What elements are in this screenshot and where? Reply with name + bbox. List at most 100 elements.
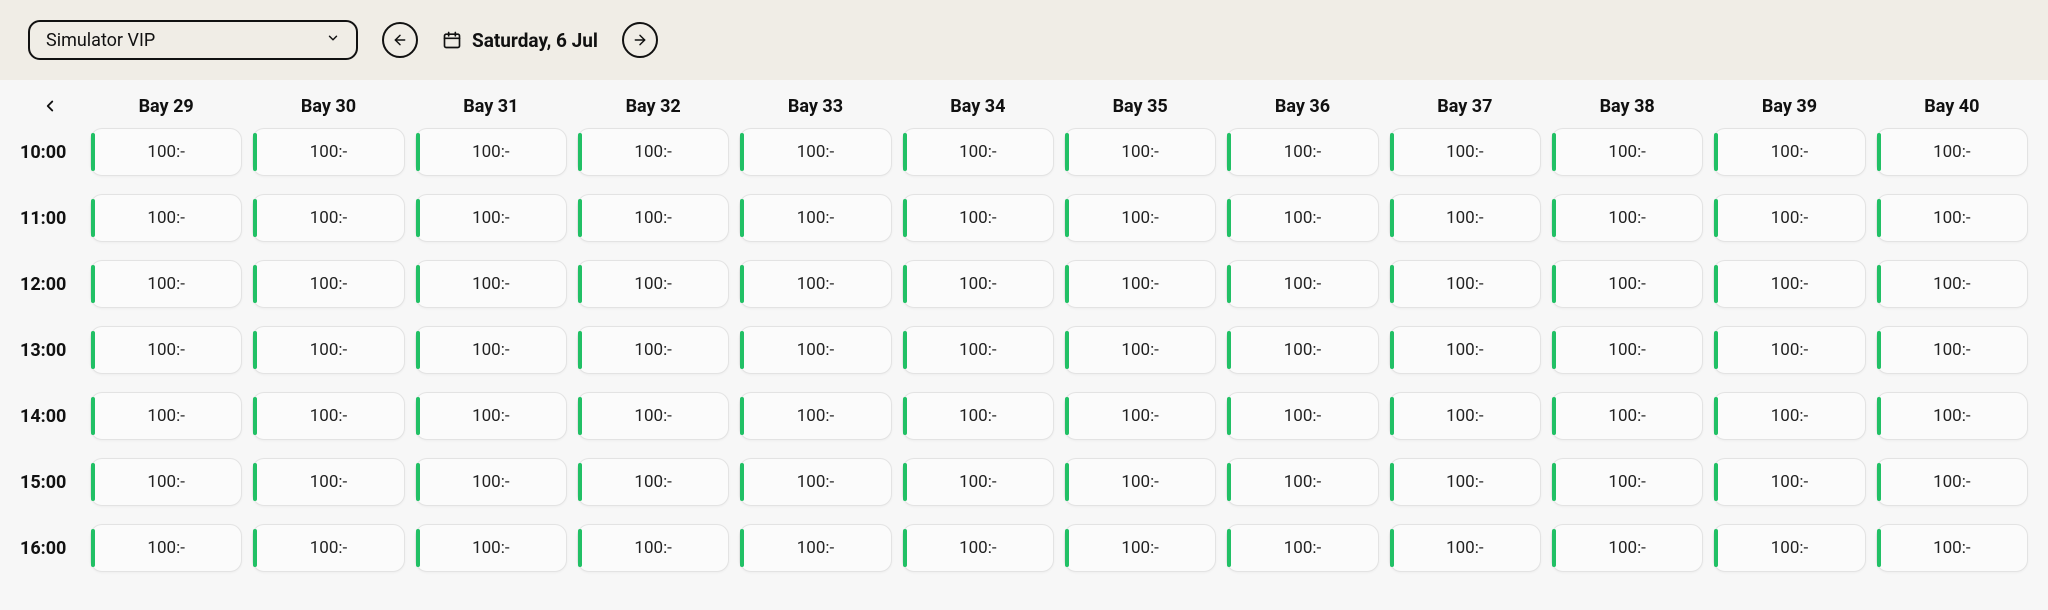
time-row: 15:00100:-100:-100:-100:-100:-100:-100:-… — [20, 458, 2028, 506]
booking-slot[interactable]: 100:- — [1064, 524, 1216, 572]
booking-slot[interactable]: 100:- — [1226, 260, 1378, 308]
booking-slot[interactable]: 100:- — [1876, 392, 2028, 440]
booking-slot[interactable]: 100:- — [577, 524, 729, 572]
booking-slot[interactable]: 100:- — [90, 458, 242, 506]
date-display[interactable]: Saturday, 6 Jul — [442, 29, 598, 52]
bay-column-header: Bay 30 — [252, 96, 404, 117]
booking-slot[interactable]: 100:- — [902, 260, 1054, 308]
booking-slot[interactable]: 100:- — [1064, 458, 1216, 506]
booking-slot[interactable]: 100:- — [415, 392, 567, 440]
booking-slot[interactable]: 100:- — [577, 260, 729, 308]
booking-slot[interactable]: 100:- — [1551, 392, 1703, 440]
bay-group-dropdown[interactable]: Simulator VIP — [28, 20, 358, 60]
booking-slot[interactable]: 100:- — [90, 194, 242, 242]
booking-slot[interactable]: 100:- — [252, 326, 404, 374]
booking-slot[interactable]: 100:- — [739, 458, 891, 506]
booking-slot[interactable]: 100:- — [739, 194, 891, 242]
booking-slot[interactable]: 100:- — [1226, 524, 1378, 572]
booking-slot[interactable]: 100:- — [1713, 260, 1865, 308]
booking-slot[interactable]: 100:- — [1876, 524, 2028, 572]
booking-slot[interactable]: 100:- — [1876, 458, 2028, 506]
booking-slot[interactable]: 100:- — [1876, 194, 2028, 242]
booking-slot[interactable]: 100:- — [902, 128, 1054, 176]
booking-slot[interactable]: 100:- — [1551, 326, 1703, 374]
booking-slot[interactable]: 100:- — [252, 524, 404, 572]
toolbar: Simulator VIP Saturday, 6 Jul — [0, 0, 2048, 80]
booking-slot[interactable]: 100:- — [415, 128, 567, 176]
bay-column-header: Bay 29 — [90, 96, 242, 117]
booking-slot[interactable]: 100:- — [1876, 260, 2028, 308]
booking-slot[interactable]: 100:- — [1713, 128, 1865, 176]
time-row: 11:00100:-100:-100:-100:-100:-100:-100:-… — [20, 194, 2028, 242]
booking-slot[interactable]: 100:- — [739, 392, 891, 440]
booking-slot[interactable]: 100:- — [415, 524, 567, 572]
booking-slot[interactable]: 100:- — [1389, 260, 1541, 308]
booking-slot[interactable]: 100:- — [902, 524, 1054, 572]
booking-slot[interactable]: 100:- — [252, 458, 404, 506]
booking-slot[interactable]: 100:- — [1551, 194, 1703, 242]
booking-slot[interactable]: 100:- — [90, 392, 242, 440]
prev-day-button[interactable] — [382, 22, 418, 58]
booking-slot[interactable]: 100:- — [577, 194, 729, 242]
time-label: 12:00 — [20, 274, 80, 295]
booking-slot[interactable]: 100:- — [1713, 392, 1865, 440]
booking-slot[interactable]: 100:- — [90, 260, 242, 308]
booking-slot[interactable]: 100:- — [252, 194, 404, 242]
booking-slot[interactable]: 100:- — [1551, 524, 1703, 572]
booking-slot[interactable]: 100:- — [252, 260, 404, 308]
booking-slot[interactable]: 100:- — [1226, 128, 1378, 176]
chevron-left-icon — [41, 97, 59, 115]
booking-slot[interactable]: 100:- — [1713, 458, 1865, 506]
booking-slot[interactable]: 100:- — [1713, 326, 1865, 374]
booking-slot[interactable]: 100:- — [252, 128, 404, 176]
time-row: 10:00100:-100:-100:-100:-100:-100:-100:-… — [20, 128, 2028, 176]
booking-slot[interactable]: 100:- — [1876, 326, 2028, 374]
booking-slot[interactable]: 100:- — [902, 392, 1054, 440]
time-label: 13:00 — [20, 340, 80, 361]
calendar-icon — [442, 30, 462, 50]
booking-slot[interactable]: 100:- — [1226, 326, 1378, 374]
booking-slot[interactable]: 100:- — [577, 128, 729, 176]
booking-slot[interactable]: 100:- — [1389, 326, 1541, 374]
booking-slot[interactable]: 100:- — [1876, 128, 2028, 176]
booking-slot[interactable]: 100:- — [739, 260, 891, 308]
booking-slot[interactable]: 100:- — [577, 326, 729, 374]
scroll-bays-left-button[interactable] — [38, 94, 62, 118]
booking-slot[interactable]: 100:- — [739, 326, 891, 374]
booking-slot[interactable]: 100:- — [1389, 524, 1541, 572]
booking-slot[interactable]: 100:- — [252, 392, 404, 440]
booking-slot[interactable]: 100:- — [1064, 392, 1216, 440]
booking-slot[interactable]: 100:- — [1713, 194, 1865, 242]
booking-slot[interactable]: 100:- — [1551, 260, 1703, 308]
booking-slot[interactable]: 100:- — [1713, 524, 1865, 572]
booking-slot[interactable]: 100:- — [902, 326, 1054, 374]
booking-slot[interactable]: 100:- — [90, 326, 242, 374]
booking-slot[interactable]: 100:- — [1064, 128, 1216, 176]
booking-slot[interactable]: 100:- — [1551, 128, 1703, 176]
booking-slot[interactable]: 100:- — [1389, 194, 1541, 242]
booking-slot[interactable]: 100:- — [1226, 194, 1378, 242]
booking-slot[interactable]: 100:- — [415, 260, 567, 308]
booking-slot[interactable]: 100:- — [1226, 392, 1378, 440]
booking-slot[interactable]: 100:- — [415, 326, 567, 374]
booking-slot[interactable]: 100:- — [1389, 128, 1541, 176]
booking-slot[interactable]: 100:- — [90, 128, 242, 176]
booking-slot[interactable]: 100:- — [1226, 458, 1378, 506]
booking-slot[interactable]: 100:- — [577, 392, 729, 440]
booking-slot[interactable]: 100:- — [1551, 458, 1703, 506]
booking-slot[interactable]: 100:- — [415, 458, 567, 506]
booking-slot[interactable]: 100:- — [577, 458, 729, 506]
booking-slot[interactable]: 100:- — [1389, 458, 1541, 506]
booking-slot[interactable]: 100:- — [1064, 260, 1216, 308]
booking-slot[interactable]: 100:- — [1064, 194, 1216, 242]
booking-slot[interactable]: 100:- — [1064, 326, 1216, 374]
booking-slot[interactable]: 100:- — [902, 194, 1054, 242]
booking-slot[interactable]: 100:- — [90, 524, 242, 572]
booking-slot[interactable]: 100:- — [902, 458, 1054, 506]
booking-slot[interactable]: 100:- — [415, 194, 567, 242]
booking-slot[interactable]: 100:- — [739, 524, 891, 572]
next-day-button[interactable] — [622, 22, 658, 58]
booking-slot[interactable]: 100:- — [1389, 392, 1541, 440]
booking-slot[interactable]: 100:- — [739, 128, 891, 176]
time-row: 12:00100:-100:-100:-100:-100:-100:-100:-… — [20, 260, 2028, 308]
